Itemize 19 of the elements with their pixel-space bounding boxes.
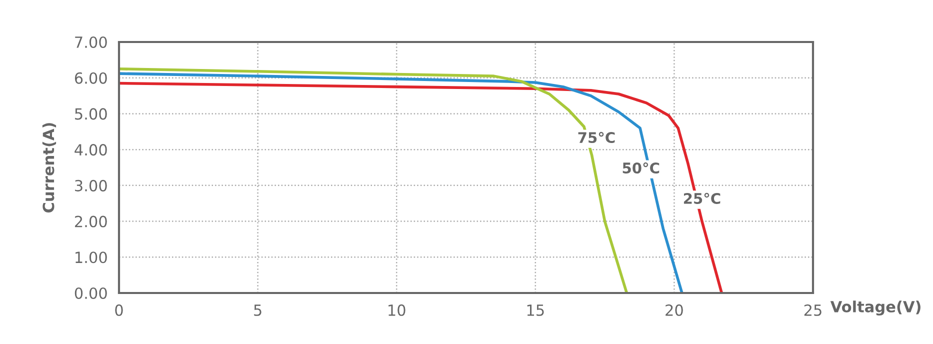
y-axis-title: Current(A): [42, 123, 56, 212]
x-tick-label: 25: [804, 304, 822, 316]
x-tick-label: 20: [666, 304, 683, 316]
x-tick-label: 15: [527, 304, 544, 316]
annotation: 50°C: [622, 162, 660, 174]
y-tick-label: 2.00: [74, 216, 107, 228]
annotation: 75°C: [578, 132, 615, 144]
y-tick-label: 3.00: [75, 180, 107, 192]
x-tick-label: 5: [254, 304, 262, 316]
y-tick-label: 6.00: [74, 72, 107, 84]
x-tick-label: 10: [388, 304, 406, 316]
y-tick-label: 7.00: [75, 36, 107, 48]
x-tick-label: 0: [115, 304, 123, 316]
x-axis-title: Voltage(V): [830, 300, 920, 316]
y-tick-label: 4.00: [74, 144, 107, 156]
y-tick-label: 5.00: [75, 108, 107, 120]
y-tick-label: 1.00: [76, 252, 107, 264]
y-tick-label: 0.00: [74, 287, 107, 300]
annotation: 25°C: [684, 192, 720, 204]
